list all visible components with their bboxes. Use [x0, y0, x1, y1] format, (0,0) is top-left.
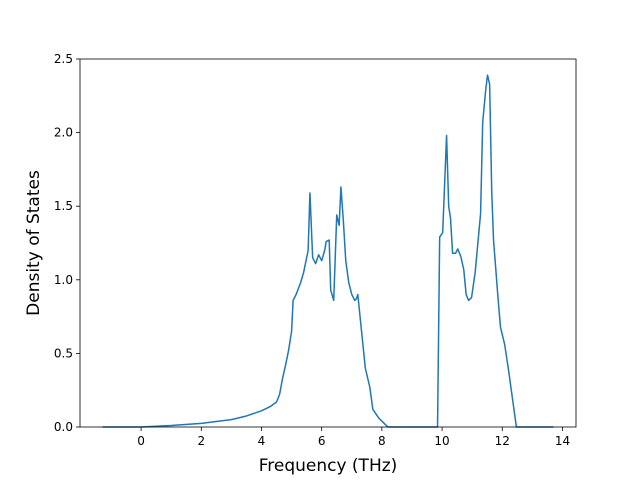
x-tick-label: 8 [378, 434, 386, 448]
y-axis-label: Density of States [24, 170, 44, 316]
x-axis-label: Frequency (THz) [259, 456, 398, 476]
x-tick-label: 12 [495, 434, 510, 448]
x-tick-label: 10 [434, 434, 449, 448]
x-tick-label: 2 [197, 434, 205, 448]
x-tick-label: 6 [318, 434, 326, 448]
x-tick-label: 0 [137, 434, 145, 448]
y-tick-label: 1.0 [54, 273, 73, 287]
y-tick-label: 0.5 [54, 346, 73, 360]
x-tick-label: 14 [555, 434, 570, 448]
y-tick-label: 2.0 [54, 126, 73, 140]
y-tick-label: 1.5 [54, 199, 73, 213]
x-tick-label: 4 [258, 434, 266, 448]
line-series [102, 74, 554, 428]
plot-frame [79, 58, 577, 428]
y-tick-label: 0.0 [54, 420, 73, 434]
y-tick-label: 2.5 [54, 52, 73, 66]
